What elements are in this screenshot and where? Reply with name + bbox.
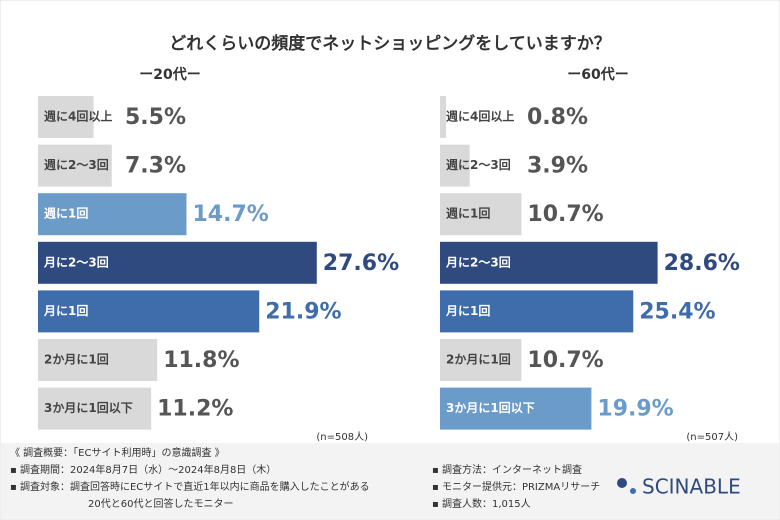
bar: [440, 193, 522, 236]
bar: [440, 290, 634, 333]
bar: [440, 96, 447, 138]
sample-note: (n=508人): [316, 431, 368, 443]
footer-line: ▪ モニター提供元：PRIZMAリサーチ: [432, 480, 600, 493]
logo: SCINABLE: [642, 475, 741, 499]
category-label: 週に1回: [44, 206, 88, 221]
footer-line: ▪ 調査対象：調査回答時にECサイトで直近1年以内に商品を購入したことがある: [10, 480, 370, 493]
bar: [38, 144, 112, 187]
footer-line: 《 調査概要：「ECサイト利用時」の意識調査 》: [10, 446, 225, 459]
category-label: 月に2〜3回: [445, 255, 511, 269]
page-title: どれくらいの頻度でネットショッピングをしていますか？: [169, 33, 611, 54]
footer-band: [1, 443, 779, 519]
category-label: 2か月に1回: [44, 353, 109, 367]
value-label: 27.6%: [323, 251, 399, 276]
bar: [38, 241, 317, 284]
sample-note: (n=507人): [686, 431, 738, 443]
category-label: 週に4回以上: [44, 109, 112, 124]
bar: [440, 339, 522, 381]
category-label: 週に2〜3回: [446, 157, 511, 172]
category-label: 月に1回: [445, 304, 490, 318]
bar: [38, 96, 94, 138]
value-label: 19.9%: [597, 397, 673, 422]
logo-icon: [617, 478, 636, 494]
value-label: 7.3%: [125, 154, 186, 179]
value-label: 25.4%: [639, 299, 715, 324]
category-label: 2か月に1回: [446, 353, 511, 367]
category-label: 週に1回: [446, 206, 490, 221]
value-label: 11.2%: [157, 397, 233, 422]
footer-line: 20代と60代と回答したモニター: [88, 497, 233, 510]
bar: [38, 193, 187, 236]
bar: [440, 241, 658, 284]
bar: [38, 290, 260, 333]
category-label: 週に2〜3回: [44, 157, 109, 172]
value-label: 10.7%: [527, 348, 603, 373]
bar: [440, 144, 470, 187]
category-label: 月に2〜3回: [43, 255, 109, 269]
chart-title: ー20代ー: [139, 66, 200, 83]
category-label: 3か月に1回以下: [446, 401, 535, 415]
chart-title: ー60代ー: [567, 66, 628, 83]
footer-line: ▪ 調査方法：インターネット調査: [432, 463, 582, 476]
value-label: 28.6%: [664, 251, 740, 276]
footer-line: ▪ 調査期間：2024年8月7日（水）〜2024年8月8日（木）: [10, 463, 276, 476]
value-label: 21.9%: [265, 299, 341, 324]
value-label: 5.5%: [125, 105, 186, 130]
value-label: 10.7%: [527, 202, 603, 227]
value-label: 3.9%: [527, 154, 588, 179]
category-label: 3か月に1回以下: [44, 401, 133, 415]
bar: [440, 387, 592, 430]
value-label: 11.8%: [163, 348, 239, 373]
category-label: 週に4回以上: [446, 109, 514, 124]
value-label: 14.7%: [192, 202, 268, 227]
bar: [38, 339, 158, 381]
bar: [38, 387, 152, 430]
footer-line: ▪ 調査人数：1,015人: [432, 497, 531, 510]
category-label: 月に1回: [43, 304, 88, 318]
value-label: 0.8%: [527, 105, 588, 130]
